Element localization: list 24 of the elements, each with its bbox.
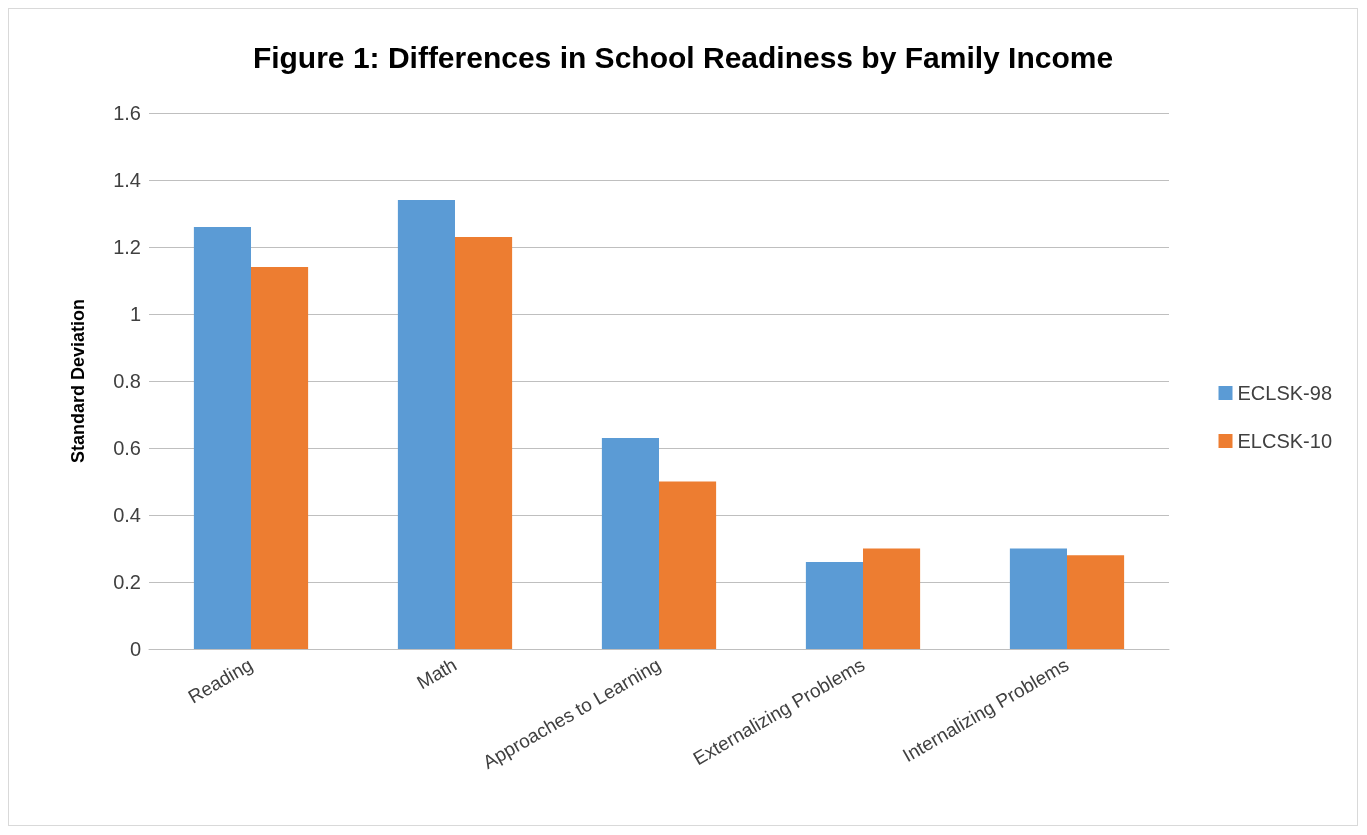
bar xyxy=(1009,548,1067,649)
y-tick-label: 1.6 xyxy=(113,102,141,124)
y-axis-title: Standard Deviation xyxy=(68,298,88,464)
legend-label: ECLSK-98 xyxy=(1237,382,1333,404)
y-tick-label: 0 xyxy=(129,638,141,660)
y-tick-label: 1 xyxy=(129,303,141,325)
bar xyxy=(805,561,863,649)
y-tick-label: 1.4 xyxy=(113,169,141,191)
y-tick-label: 0.8 xyxy=(113,370,141,392)
legend-label: ELCSK-10 xyxy=(1237,430,1333,452)
bar xyxy=(659,481,717,649)
bar xyxy=(251,267,309,649)
bar xyxy=(863,548,921,649)
y-tick-label: 0.4 xyxy=(113,504,141,526)
y-tick-label: 1.2 xyxy=(113,236,141,258)
bar xyxy=(455,236,513,649)
x-tick-label: Math xyxy=(413,653,461,694)
chart-title: Figure 1: Differences in School Readiness by Family Income xyxy=(252,40,1114,74)
y-tick-label: 0.6 xyxy=(113,437,141,459)
bar xyxy=(397,200,455,649)
bar xyxy=(601,437,659,649)
bar xyxy=(193,226,251,649)
bar xyxy=(1067,555,1125,649)
y-tick-label: 0.2 xyxy=(113,571,141,593)
